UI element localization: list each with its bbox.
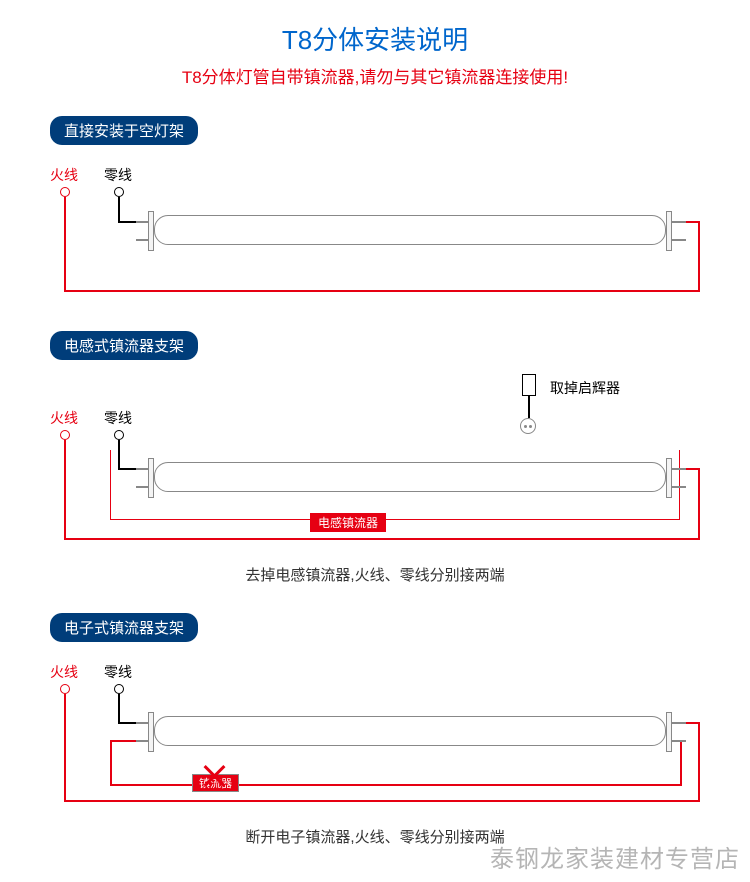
live-wire: [64, 197, 66, 291]
live-terminal-icon: [60, 430, 70, 440]
pin-icon: [136, 486, 148, 488]
live-wire: [64, 290, 700, 292]
live-wire: [698, 722, 700, 802]
starter-socket-icon: [520, 418, 536, 434]
section-label: 直接安装于空灯架: [50, 116, 198, 145]
neutral-wire: [118, 197, 120, 223]
remove-cross-icon: [202, 764, 226, 788]
pin-icon: [672, 740, 686, 742]
neutral-terminal-icon: [114, 430, 124, 440]
live-terminal-icon: [60, 684, 70, 694]
live-wire: [64, 440, 66, 540]
starter-label: 取掉启辉器: [550, 378, 620, 398]
starter-leg: [528, 396, 530, 418]
wiring-diagram-2: 取掉启辉器 火线 零线 电感镇流器: [50, 368, 700, 558]
pin-icon: [136, 722, 148, 724]
pin-icon: [136, 468, 148, 470]
tube-cap-icon: [666, 211, 672, 251]
live-wire: [698, 221, 700, 291]
neutral-wire: [118, 694, 120, 724]
wiring-diagram-1: 火线 零线: [50, 153, 700, 303]
live-wire: [64, 800, 700, 802]
tube-icon: [154, 462, 666, 492]
section-magnetic-ballast: 电感式镇流器支架 取掉启辉器 火线 零线 电感镇流器 去掉电感镇流器,火线、零线…: [50, 303, 700, 585]
watermark: 泰钢龙家装建材专营店: [490, 839, 740, 874]
pin-icon: [672, 221, 686, 223]
pin-icon: [672, 486, 686, 488]
neutral-label: 零线: [104, 408, 132, 428]
pin-icon: [136, 221, 148, 223]
pin-icon: [672, 722, 686, 724]
live-label: 火线: [50, 662, 78, 682]
live-wire: [110, 740, 112, 786]
live-wire: [64, 694, 66, 802]
wiring-diagram-3: 火线 零线 镇流器: [50, 650, 700, 820]
tube-cap-icon: [666, 712, 672, 752]
neutral-label: 零线: [104, 165, 132, 185]
pin-icon: [672, 468, 686, 470]
diagram-caption: 去掉电感镇流器,火线、零线分别接两端: [50, 564, 700, 585]
live-wire: [698, 468, 700, 540]
page-title: T8分体安装说明: [0, 0, 750, 57]
section-electronic-ballast: 电子式镇流器支架 火线 零线 镇流器 断开电子镇流器,火线、零线分别接两端: [50, 585, 700, 847]
ballast-tag: 电感镇流器: [310, 513, 386, 532]
live-terminal-icon: [60, 187, 70, 197]
tube-icon: [154, 716, 666, 746]
starter-icon: [522, 374, 536, 396]
section-label: 电子式镇流器支架: [50, 613, 198, 642]
tube-cap-icon: [666, 458, 672, 498]
pin-icon: [672, 239, 686, 241]
neutral-terminal-icon: [114, 187, 124, 197]
neutral-terminal-icon: [114, 684, 124, 694]
live-wire: [64, 538, 700, 540]
live-wire: [680, 740, 682, 786]
live-label: 火线: [50, 408, 78, 428]
neutral-label: 零线: [104, 662, 132, 682]
section-direct-install: 直接安装于空灯架 火线 零线: [50, 88, 700, 303]
page-subtitle: T8分体灯管自带镇流器,请勿与其它镇流器连接使用!: [0, 63, 750, 88]
live-label: 火线: [50, 165, 78, 185]
pin-icon: [136, 239, 148, 241]
pin-icon: [136, 740, 148, 742]
tube-icon: [154, 215, 666, 245]
live-wire: [110, 740, 136, 742]
section-label: 电感式镇流器支架: [50, 331, 198, 360]
